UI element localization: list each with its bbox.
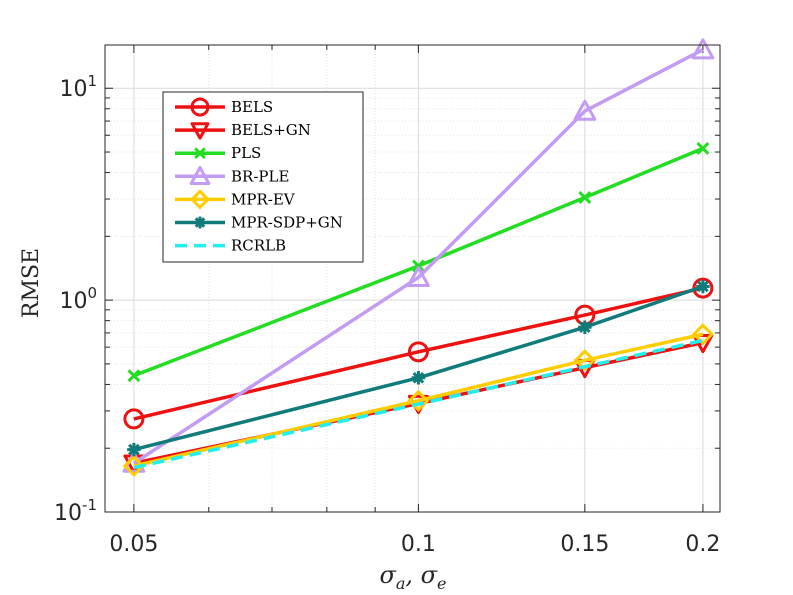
y-tick-label: 100: [59, 284, 97, 314]
series-line-pls: [133, 146, 704, 378]
legend-label-br-ple: BR-PLE: [231, 167, 289, 185]
series-line-mpr-sdp-gn: [133, 284, 704, 452]
x-tick-label: 0.1: [401, 532, 436, 557]
series-layer: [122, 38, 715, 478]
data-point-pls: [411, 259, 425, 273]
data-point-br-ple: [573, 99, 597, 121]
data-point-pls: [696, 141, 710, 155]
legend-label-rcrlb: RCRLB: [231, 237, 286, 255]
legend: BELS BELS+GN PLS BR-PLE MPR-EV MPR-SDP+GN RCRL…: [162, 91, 364, 263]
y-tick-label: 101: [59, 72, 97, 102]
data-point-mpr-sdp-gn: [696, 279, 710, 294]
series-line-mpr-ev: [133, 332, 704, 468]
legend-marker-mpr-sdp-gn: [194, 216, 206, 229]
x-tick-label: 0.15: [560, 532, 609, 557]
axis-ticks: [105, 45, 720, 513]
legend-item-bels: BELS: [175, 97, 273, 117]
legend-label-pls: PLS: [231, 144, 261, 162]
data-point-pls: [578, 191, 592, 204]
series-line-bels: [133, 286, 704, 421]
data-point-mpr-ev: [407, 389, 430, 412]
legend-marker-br-ple: [189, 166, 211, 185]
data-point-br-ple: [691, 38, 715, 60]
data-point-mpr-ev: [573, 349, 596, 372]
legend-label-mpr-sdp-gn: MPR-SDP+GN: [231, 214, 343, 232]
y-tick-label: 10-1: [54, 496, 97, 526]
series-rcrlb: [133, 338, 704, 470]
x-axis-label: σa, σe: [379, 561, 446, 593]
data-point-bels: [407, 341, 429, 363]
series-line-rcrlb: [133, 338, 704, 470]
legend-item-pls: PLS: [175, 144, 261, 162]
legend-item-rcrlb: RCRLB: [175, 237, 286, 255]
data-point-mpr-ev: [691, 323, 715, 346]
x-tick-label: 0.05: [109, 532, 158, 557]
axes-box: [104, 44, 721, 513]
legend-label-bels-gn: BELS+GN: [231, 121, 311, 139]
legend-item-mpr-ev: MPR-EV: [175, 189, 296, 210]
series-pls: [127, 141, 710, 383]
data-point-pls: [127, 369, 141, 383]
legend-item-bels-gn: BELS+GN: [175, 121, 311, 140]
legend-marker-pls: [194, 147, 206, 160]
legend-label-mpr-ev: MPR-EV: [231, 190, 296, 208]
data-point-mpr-sdp-gn: [578, 320, 592, 334]
data-point-br-ple: [407, 266, 430, 288]
legend-label-bels: BELS: [231, 98, 273, 116]
legend-items: BELS BELS+GN PLS BR-PLE MPR-EV MPR-SDP+GN RCRL…: [175, 97, 343, 255]
legend-marker-mpr-ev: [189, 189, 211, 210]
y-axis-label: RMSE: [19, 248, 44, 318]
legend-item-mpr-sdp-gn: MPR-SDP+GN: [175, 214, 343, 232]
x-tick-label: 0.2: [685, 532, 720, 557]
data-point-mpr-sdp-gn: [127, 442, 141, 457]
data-point-bels: [123, 408, 145, 430]
legend-item-br-ple: BR-PLE: [175, 166, 289, 185]
legend-marker-bels-gn: [190, 122, 210, 140]
series-mpr-ev: [122, 323, 715, 478]
tick-labels: 10-1 100 101 0.05 0.1 0.15 0.2: [54, 72, 720, 557]
data-point-mpr-ev: [122, 454, 146, 478]
series-mpr-sdp-gn: [127, 279, 710, 457]
series-line-br-ple: [132, 48, 704, 465]
data-point-mpr-sdp-gn: [411, 371, 426, 385]
legend-marker-bels: [190, 97, 210, 117]
